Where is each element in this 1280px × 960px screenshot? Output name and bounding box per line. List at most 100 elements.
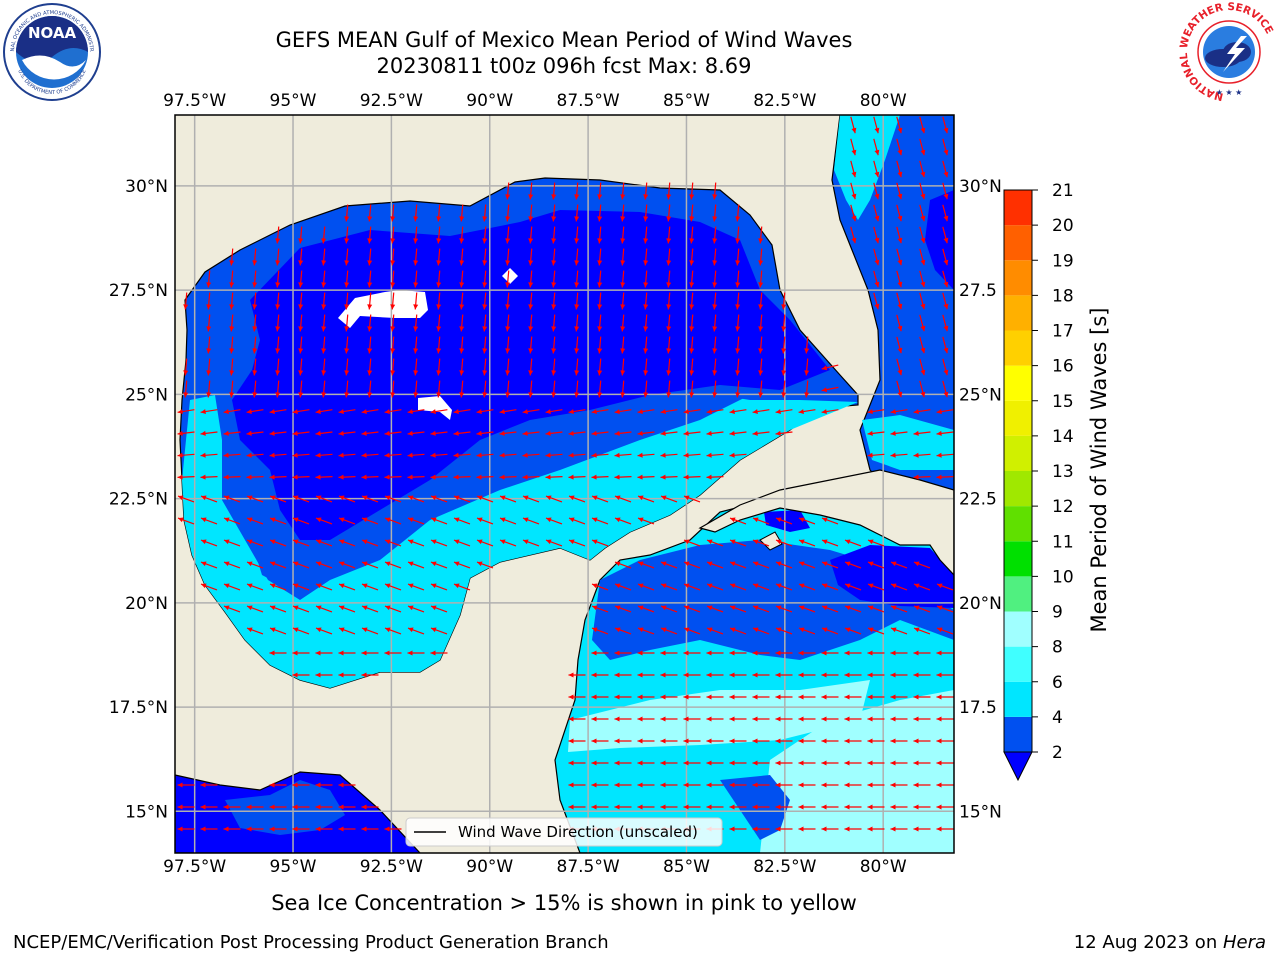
wind-arrow-head — [223, 474, 229, 480]
chart-title: GEFS MEAN Gulf of Mexico Mean Period of … — [275, 28, 853, 52]
wind-arrow-head — [897, 127, 903, 134]
wind-arrow-head — [890, 694, 896, 700]
wind-arrow-head — [201, 583, 207, 589]
wind-arrow-head — [545, 409, 551, 415]
wind-arrow-head — [614, 694, 620, 700]
wind-arrow-head — [431, 517, 437, 523]
wind-arrow-head — [247, 495, 253, 501]
wind-arrow-head — [943, 281, 949, 288]
wind-arrow-head — [920, 215, 926, 222]
wind-arrow-head — [390, 260, 396, 266]
wind-arrow-head — [660, 452, 666, 458]
wind-arrow-head — [246, 826, 252, 832]
wind-arrow-head — [867, 452, 873, 458]
wind-arrow-head — [229, 392, 235, 398]
wind-arrow-head — [597, 348, 603, 354]
wind-arrow-head — [275, 260, 281, 266]
wind-arrow-head — [229, 304, 235, 310]
wind-arrow-head — [551, 348, 557, 354]
lon-tick-top: 90°W — [466, 91, 513, 111]
wind-arrow-head — [822, 583, 828, 589]
wind-arrow-head — [367, 392, 373, 398]
wind-arrow-head — [666, 326, 672, 332]
lon-tick-top: 97.5°W — [163, 91, 226, 111]
wind-arrow-head — [592, 539, 598, 545]
wind-arrow-head — [943, 127, 949, 134]
wind-arrow-head — [706, 694, 712, 700]
wind-arrow-head — [224, 539, 230, 545]
wind-arrow-head — [776, 627, 782, 633]
wind-arrow-head — [275, 304, 281, 310]
wind-arrow-head — [798, 716, 804, 722]
wind-arrow-head — [270, 561, 276, 567]
wind-arrow-head — [913, 650, 919, 656]
wind-arrow-head — [200, 409, 206, 415]
wind-arrow-head — [943, 259, 949, 266]
wind-arrow-head — [943, 347, 949, 354]
lat-tick-right: 27.5 — [959, 281, 997, 301]
wind-arrow-head — [821, 650, 827, 656]
wind-arrow-head — [775, 782, 781, 788]
wind-arrow-head — [821, 826, 827, 832]
wind-arrow-head — [528, 370, 534, 376]
wind-arrow-head — [867, 760, 873, 766]
wind-arrow-head — [338, 474, 344, 480]
wind-arrow-head — [730, 539, 736, 545]
wind-arrow-head — [936, 452, 942, 458]
wind-arrow-head — [637, 782, 643, 788]
wind-arrow-head — [712, 194, 718, 200]
wind-arrow-head — [315, 452, 321, 458]
footer-branch: NCEP/EMC/Verification Post Processing Pr… — [13, 932, 609, 953]
wind-arrow-head — [200, 826, 206, 832]
wind-arrow-head — [689, 238, 695, 244]
wind-arrow-head — [597, 370, 603, 376]
wind-arrow-head — [897, 391, 903, 398]
wind-arrow-head — [269, 804, 275, 810]
wind-arrow-head — [867, 782, 873, 788]
wind-arrow-head — [913, 452, 919, 458]
wind-arrow-head — [275, 326, 281, 332]
wind-arrow-head — [482, 304, 488, 310]
wind-arrow-head — [367, 348, 373, 354]
wind-arrow-head — [920, 303, 926, 310]
wind-arrow-head — [528, 326, 534, 332]
wind-arrow-head — [546, 517, 552, 523]
wind-arrow-head — [298, 348, 304, 354]
wind-arrow-head — [891, 583, 897, 589]
wind-arrow-head — [643, 260, 649, 266]
no-data-patch — [502, 268, 518, 284]
wind-arrow-head — [798, 826, 804, 832]
wind-arrow-head — [758, 304, 764, 310]
wind-arrow-head — [316, 605, 322, 611]
wind-arrow-head — [712, 260, 718, 266]
wind-arrow-head — [252, 392, 258, 398]
wind-arrow-head — [224, 561, 230, 567]
wind-arrow-head — [269, 650, 275, 656]
wind-arrow-head — [943, 215, 949, 222]
wind-arrow-head — [943, 325, 949, 332]
wind-arrow-head — [867, 738, 873, 744]
wind-arrow-head — [476, 474, 482, 480]
wind-arrow-head — [206, 392, 212, 398]
wind-arrow-head — [431, 605, 437, 611]
wind-arrow-head — [453, 474, 459, 480]
wind-arrow-head — [339, 495, 345, 501]
colorbar — [1003, 189, 1033, 782]
caribbean-water-deep — [830, 545, 954, 608]
wind-arrow-head — [408, 539, 414, 545]
wind-arrow-head — [528, 282, 534, 288]
wind-arrow-head — [592, 583, 598, 589]
wind-arrow-head — [920, 237, 926, 244]
wind-arrow-head — [477, 495, 483, 501]
wind-arrow-head — [799, 627, 805, 633]
wind-arrow-head — [937, 627, 943, 633]
lat-tick-left: 15°N — [125, 802, 168, 822]
wind-arrow-head — [614, 650, 620, 656]
lon-tick-bottom: 95°W — [270, 857, 317, 877]
wind-arrow-head — [390, 282, 396, 288]
wind-arrow-head — [522, 409, 528, 415]
wind-arrow-head — [637, 474, 643, 480]
wind-arrow-head — [638, 583, 644, 589]
lat-tick-left: 20°N — [125, 594, 168, 614]
wind-arrow-head — [707, 583, 713, 589]
